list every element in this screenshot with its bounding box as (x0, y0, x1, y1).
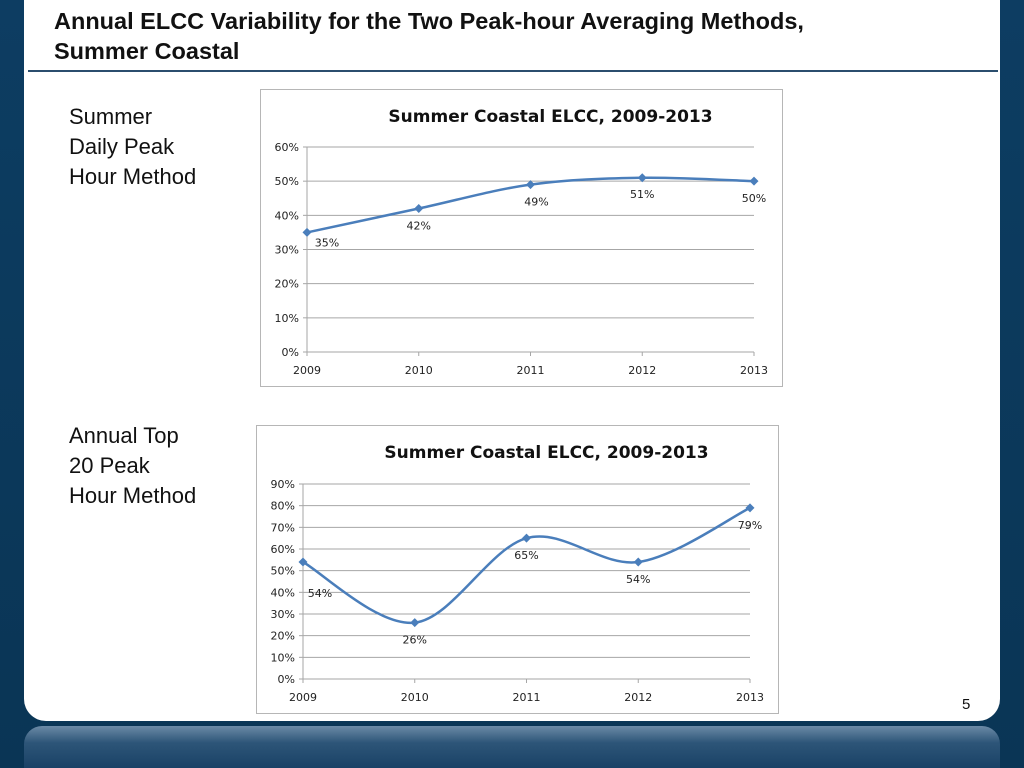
y-tick-label: 20% (271, 630, 295, 643)
title-underline-rule (28, 70, 998, 72)
x-tick-label: 2011 (517, 364, 545, 377)
slide-title: Annual ELCC Variability for the Two Peak… (54, 6, 984, 66)
y-tick-label: 30% (271, 608, 295, 621)
data-label: 50% (742, 192, 766, 205)
method-label-line: 20 Peak (69, 453, 150, 478)
method-label-line: Daily Peak (69, 134, 175, 159)
x-tick-label: 2012 (628, 364, 656, 377)
data-label: 54% (308, 587, 332, 600)
y-tick-label: 40% (275, 209, 299, 222)
data-label: 79% (738, 519, 762, 532)
page-number: 5 (962, 696, 971, 713)
series-line (302, 506, 751, 624)
data-label: 26% (403, 634, 427, 647)
method-label-line: Hour Method (69, 483, 197, 508)
y-tick-label: 60% (271, 543, 295, 556)
data-point-marker (633, 557, 643, 567)
x-tick-label: 2011 (513, 691, 541, 704)
chart-svg: Summer Coastal ELCC, 2009-2013 0% 10% 20% 30… (275, 107, 768, 377)
y-tick-label: 80% (271, 500, 295, 513)
y-tick-label: 10% (271, 651, 295, 664)
method-label-line: Summer (69, 104, 153, 129)
data-label: 35% (315, 236, 339, 249)
data-label: 54% (626, 573, 650, 586)
y-tick-label: 30% (275, 244, 299, 257)
x-tick-label: 2010 (405, 364, 433, 377)
data-label: 65% (514, 549, 538, 562)
y-tick-label: 70% (271, 521, 295, 534)
y-tick-label: 0% (278, 673, 295, 686)
chart-title: Summer Coastal ELCC, 2009-2013 (384, 443, 708, 463)
data-point-marker (522, 533, 531, 543)
data-point-marker (745, 503, 755, 513)
y-tick-label: 50% (275, 175, 299, 188)
x-tick-label: 2009 (289, 691, 317, 704)
chart-daily-peak-method: Summer Coastal ELCC, 2009-2013 0% 10% 20% 30… (260, 89, 783, 387)
data-point-marker (302, 227, 312, 237)
method-label-top-20: Annual Top 20 Peak Hour Method (69, 421, 239, 511)
slide-footer-bar (24, 726, 1000, 768)
y-tick-label: 60% (275, 141, 299, 154)
chart-svg: Summer Coastal ELCC, 2009-2013 0% 10% 20% 30… (271, 443, 764, 704)
y-tick-label: 20% (275, 278, 299, 291)
y-tick-label: 40% (271, 586, 295, 599)
chart-top-20-method: Summer Coastal ELCC, 2009-2013 0% 10% 20% 30… (256, 425, 779, 714)
x-tick-label: 2013 (736, 691, 764, 704)
x-tick-label: 2012 (624, 691, 652, 704)
data-point-marker (749, 176, 759, 186)
data-point-marker (414, 204, 424, 213)
method-label-line: Hour Method (69, 164, 197, 189)
slide-title-line-1: Annual ELCC Variability for the Two Peak… (54, 8, 804, 34)
y-tick-label: 10% (275, 312, 299, 325)
y-tick-label: 0% (282, 346, 299, 359)
method-label-daily-peak: Summer Daily Peak Hour Method (69, 102, 239, 192)
x-tick-label: 2009 (293, 364, 321, 377)
data-point-marker (298, 557, 308, 567)
data-point-marker (637, 173, 647, 183)
slide-title-line-2: Summer Coastal (54, 38, 240, 64)
x-tick-label: 2013 (740, 364, 768, 377)
data-label: 49% (524, 196, 548, 209)
x-tick-label: 2010 (401, 691, 429, 704)
data-label: 51% (630, 188, 654, 201)
data-point-marker (526, 180, 535, 190)
data-point-marker (410, 618, 420, 628)
method-label-line: Annual Top (69, 423, 179, 448)
y-tick-label: 50% (271, 565, 295, 578)
y-tick-label: 90% (271, 478, 295, 491)
data-label: 42% (407, 220, 431, 233)
chart-title: Summer Coastal ELCC, 2009-2013 (388, 107, 712, 127)
